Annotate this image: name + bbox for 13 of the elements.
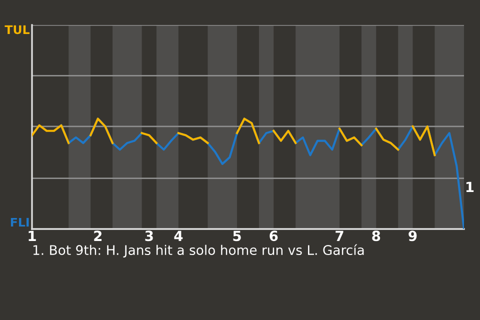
x-tick-label: 3 xyxy=(145,230,153,242)
text: 1. Bot 9th: H. Jans hit a solo home run vs L. García xyxy=(33,244,364,258)
text: FLI xyxy=(10,218,29,227)
text: TUL xyxy=(4,25,30,34)
x-tick-label: 8 xyxy=(372,230,380,242)
text: 1 xyxy=(466,182,474,192)
x-tick-label: 7 xyxy=(336,230,344,241)
x-tick-label: 2 xyxy=(94,230,102,241)
x-tick-label: 4 xyxy=(174,230,183,241)
x-tick-label: 5 xyxy=(233,230,241,242)
x-tick-label: 9 xyxy=(408,230,417,242)
x-tick-label: 1 xyxy=(28,230,36,241)
x-tick-label: 6 xyxy=(270,230,278,242)
